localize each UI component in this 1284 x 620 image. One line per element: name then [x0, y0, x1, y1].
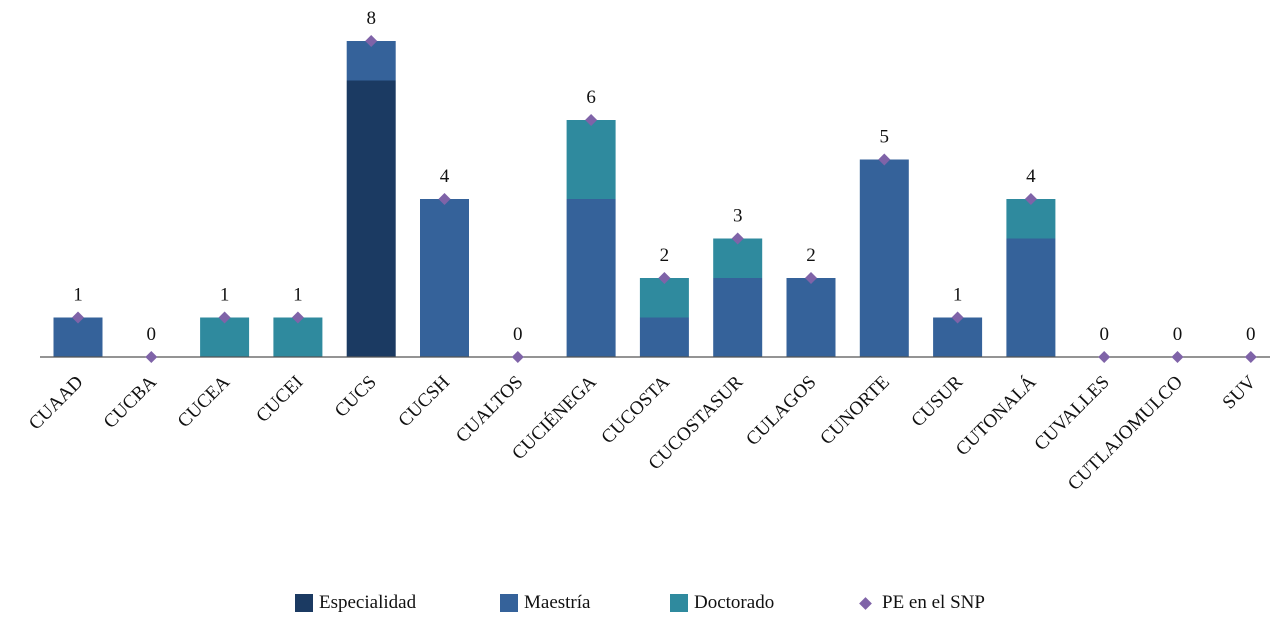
bar-maestria-cunorte: [859, 159, 909, 357]
legend-diamond-pe-snp: [859, 596, 872, 610]
marker-pe-snp-cuvalles: [1098, 351, 1111, 363]
bar-doctorado-cucosta: [639, 278, 689, 318]
marker-pe-snp-cucba: [145, 351, 158, 363]
bar-doctorado-cucea: [200, 317, 250, 357]
data-label-suv: 0: [1246, 324, 1256, 345]
stacked-bar-chart: 1 0 1 1 8 4 0 6 2 3 2 5 1 4 0 0 0 CUAAD CUCBA CUCEA CUCEI CU…: [25, 8, 1270, 495]
data-label-cucosta: 2: [660, 245, 670, 266]
data-label-cucostasur: 3: [733, 206, 743, 227]
data-label-cucba: 0: [147, 324, 157, 345]
bar-maestria-cucostasur: [713, 278, 763, 357]
data-label-cucsh: 4: [440, 166, 450, 187]
data-label-cutonala: 4: [1026, 166, 1036, 187]
legend-swatch-doctorado: [670, 594, 688, 612]
legend-label-doctorado: Doctorado: [694, 592, 775, 613]
bar-doctorado-cucostasur: [713, 238, 763, 278]
bar-maestria-cucosta: [639, 317, 689, 357]
data-label-cunorte: 5: [880, 127, 890, 148]
data-label-cuaad: 1: [73, 285, 83, 306]
x-tick-label-cucea: CUCEA: [174, 371, 235, 432]
legend-swatch-especialidad: [295, 594, 313, 612]
x-tick-label-cucei: CUCEI: [252, 372, 307, 427]
marker-pe-snp-cucsh: [438, 193, 451, 205]
marker-pe-snp-cucienega: [585, 114, 598, 126]
x-tick-label-culagos: CULAGOS: [742, 372, 820, 450]
data-label-cucienega: 6: [586, 87, 596, 108]
marker-pe-snp-cucs: [365, 35, 378, 47]
data-label-culagos: 2: [806, 245, 816, 266]
bar-maestria-cucienega: [566, 199, 616, 357]
bar-maestria-culagos: [786, 278, 836, 357]
data-label-cuvalles: 0: [1099, 324, 1109, 345]
bar-maestria-cuaad: [53, 317, 103, 357]
bar-doctorado-cucei: [273, 317, 323, 357]
legend-item-maestria: Maestría: [500, 592, 590, 614]
marker-pe-snp-cunorte: [878, 153, 891, 166]
marker-pe-snp-cutlajomulco: [1171, 351, 1184, 363]
x-tick-label-cunorte: CUNORTE: [816, 372, 893, 449]
data-label-cutlajomulco: 0: [1173, 324, 1183, 345]
data-label-cucea: 1: [220, 285, 230, 306]
legend: Especialidad Maestría Doctorado PE en el…: [0, 592, 1284, 620]
marker-pe-snp-cuaad: [72, 311, 84, 324]
marker-pe-snp-cualtos: [511, 351, 524, 363]
x-tick-labels-layer: CUAAD CUCBA CUCEA CUCEI CUCS CUCSHCUALTOSCUCI…: [25, 371, 1261, 495]
marker-pe-snp-cucostasur: [731, 232, 744, 245]
x-tick-label-cusur: CUSUR: [907, 371, 967, 431]
data-label-cucei: 1: [293, 285, 303, 306]
legend-label-maestria: Maestría: [524, 592, 591, 613]
marker-pe-snp-culagos: [805, 272, 817, 284]
markers-layer: [72, 35, 1257, 363]
bars-layer: [53, 41, 1056, 357]
x-tick-label-cucsh: CUCSH: [394, 371, 454, 431]
legend-item-pe-snp: PE en el SNP: [855, 592, 985, 614]
marker-pe-snp-suv: [1244, 351, 1257, 363]
marker-pe-snp-cucei: [291, 311, 304, 324]
bar-maestria-cucs: [346, 41, 396, 81]
legend-item-doctorado: Doctorado: [670, 592, 774, 614]
x-tick-label-suv: SUV: [1219, 371, 1261, 413]
x-tick-label-cuaad: CUAAD: [25, 372, 88, 435]
data-label-cucs: 8: [366, 8, 376, 29]
data-label-cualtos: 0: [513, 324, 523, 345]
x-tick-label-cucs: CUCS: [331, 372, 381, 422]
bar-maestria-cutonala: [1006, 238, 1056, 357]
marker-pe-snp-cucea: [218, 311, 231, 324]
legend-item-especialidad: Especialidad: [295, 592, 416, 614]
data-labels-layer: 1 0 1 1 8 4 0 6 2 3 2 5 1 4 0 0 0: [73, 8, 1255, 345]
bar-doctorado-cucienega: [566, 120, 616, 199]
bar-maestria-cucsh: [420, 199, 469, 357]
x-tick-label-cucba: CUCBA: [100, 371, 161, 432]
marker-pe-snp-cucosta: [658, 272, 671, 284]
legend-label-especialidad: Especialidad: [319, 592, 417, 613]
legend-swatch-maestria: [500, 594, 518, 612]
bar-maestria-cusur: [933, 317, 983, 357]
marker-pe-snp-cutonala: [1024, 193, 1037, 205]
bar-especialidad-cucs: [346, 80, 396, 357]
bar-doctorado-cutonala: [1006, 199, 1056, 239]
marker-pe-snp-cusur: [951, 311, 964, 324]
x-tick-label-cualtos: CUALTOS: [452, 372, 527, 447]
legend-label-pe-snp: PE en el SNP: [882, 592, 985, 613]
data-label-cusur: 1: [953, 285, 963, 306]
x-tick-label-cucosta: CUCOSTA: [597, 371, 674, 448]
